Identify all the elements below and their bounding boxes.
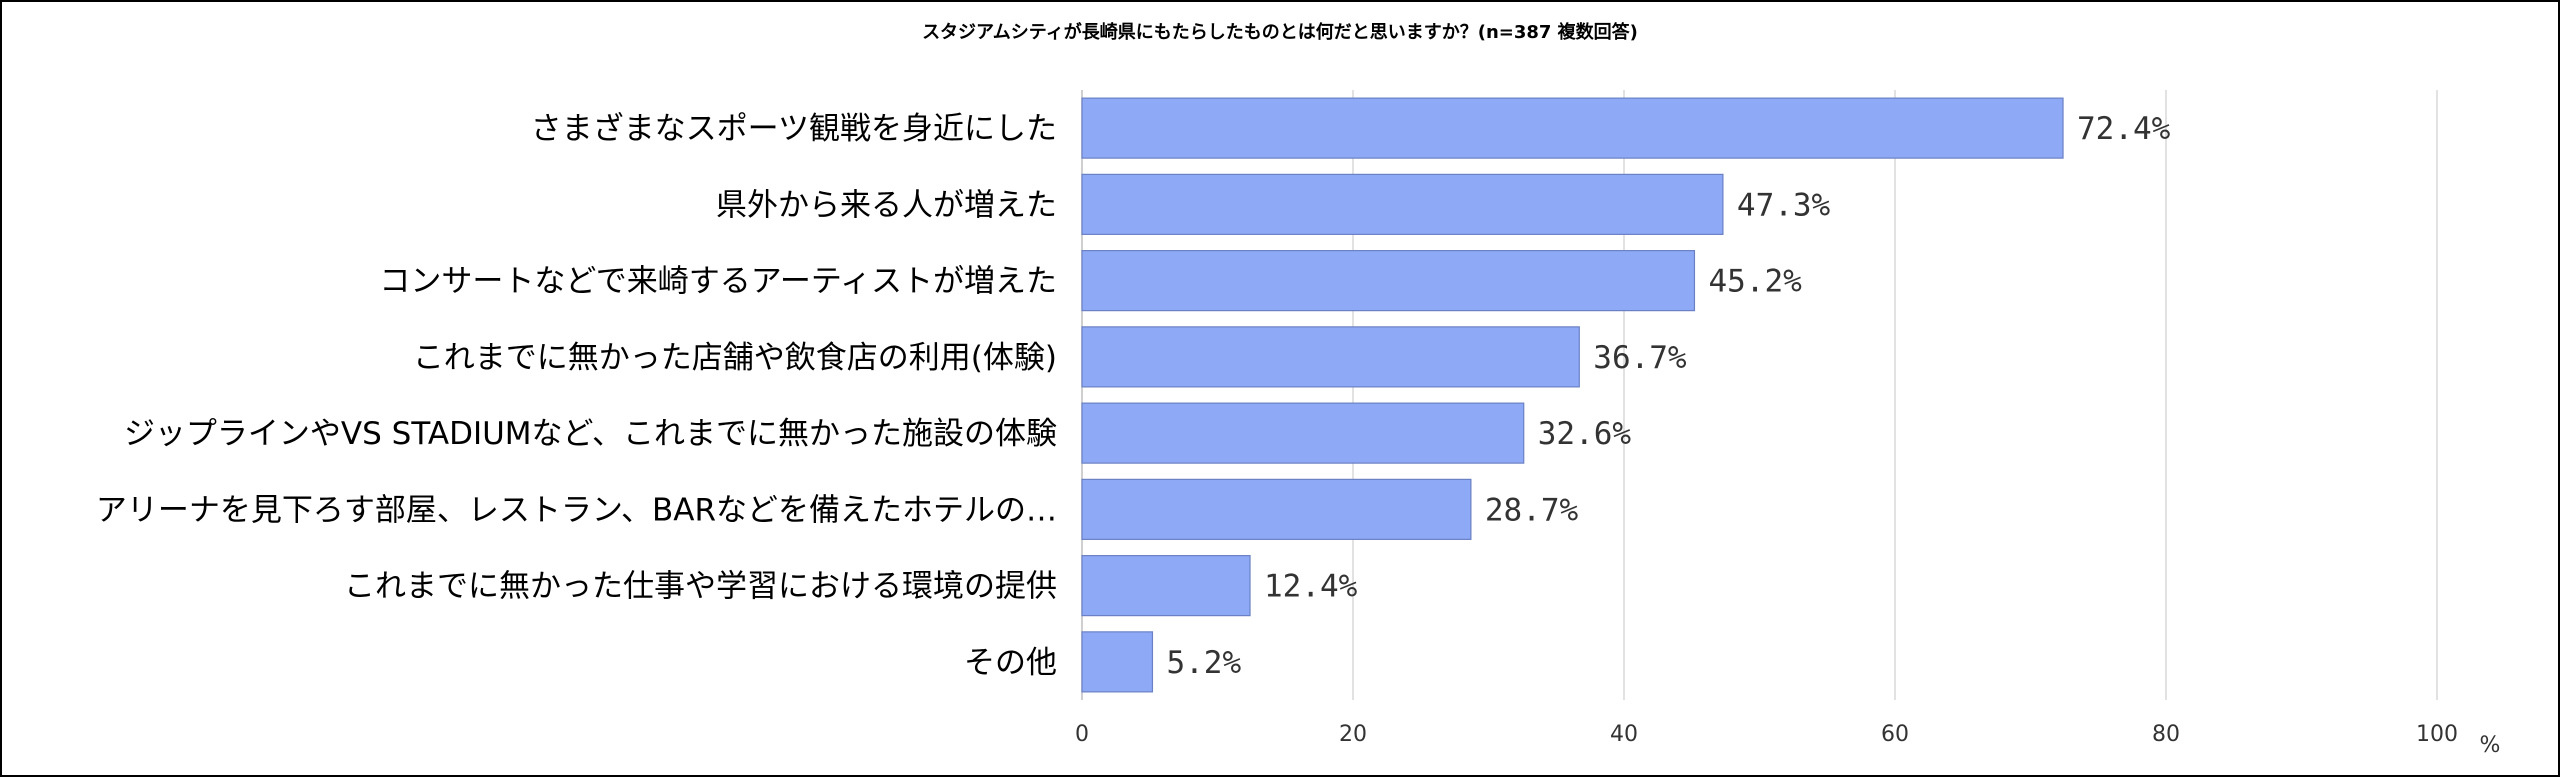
value-labels: 72.4% 47.3% 45.2% 36.7% 32.6% 28.7% 12.4% 5.2% bbox=[1166, 111, 2170, 681]
value-label: 36.7% bbox=[1593, 340, 1687, 376]
x-axis-ticks: 0 20 40 60 80 100 bbox=[1075, 722, 2458, 747]
bar bbox=[1081, 631, 1154, 693]
bar bbox=[1081, 326, 1580, 388]
category-label: これまでに無かった仕事や学習における環境の提供 bbox=[344, 569, 1057, 605]
bars bbox=[1081, 97, 2064, 693]
x-tick-label: 100 bbox=[2416, 722, 2458, 747]
category-label: これまでに無かった店舗や飲食店の利用(体験) bbox=[413, 340, 1057, 376]
bar bbox=[1081, 97, 2064, 159]
value-label: 47.3% bbox=[1737, 187, 1831, 223]
x-tick-label: 40 bbox=[1610, 722, 1638, 747]
bar bbox=[1081, 173, 1724, 235]
category-label: さまざまなスポーツ観戦を身近にした bbox=[531, 111, 1057, 147]
category-labels: さまざまなスポーツ観戦を身近にした県外から来る人が増えたコンサートなどで来崎する… bbox=[96, 111, 1057, 681]
category-label: 県外から来る人が増えた bbox=[716, 187, 1057, 223]
value-label: 32.6% bbox=[1538, 416, 1632, 452]
value-label: 72.4% bbox=[2077, 111, 2171, 147]
value-label: 12.4% bbox=[1264, 569, 1358, 605]
category-label: コンサートなどで来崎するアーティストが増えた bbox=[379, 264, 1057, 300]
x-tick-label: 0 bbox=[1075, 722, 1089, 747]
category-label: アリーナを見下ろす部屋、レストラン、BARなどを備えたホテルの… bbox=[96, 492, 1057, 528]
x-tick-label: 60 bbox=[1881, 722, 1909, 747]
bar bbox=[1081, 555, 1251, 617]
x-tick-label: 20 bbox=[1339, 722, 1367, 747]
bar bbox=[1081, 250, 1696, 312]
category-label: ジップラインやVS STADIUMなど、これまでに無かった施設の体験 bbox=[124, 416, 1057, 452]
chart-title: スタジアムシティが長崎県にもたらしたものとは何だと思いますか？(n=387 複数… bbox=[922, 22, 1638, 43]
value-label: 28.7% bbox=[1485, 492, 1579, 528]
bar bbox=[1081, 478, 1472, 540]
bar bbox=[1081, 402, 1525, 464]
x-axis-unit: % bbox=[2480, 733, 2501, 758]
value-label: 5.2% bbox=[1166, 645, 1241, 681]
category-label: その他 bbox=[964, 645, 1057, 681]
x-tick-label: 80 bbox=[2152, 722, 2180, 747]
value-label: 45.2% bbox=[1708, 264, 1802, 300]
